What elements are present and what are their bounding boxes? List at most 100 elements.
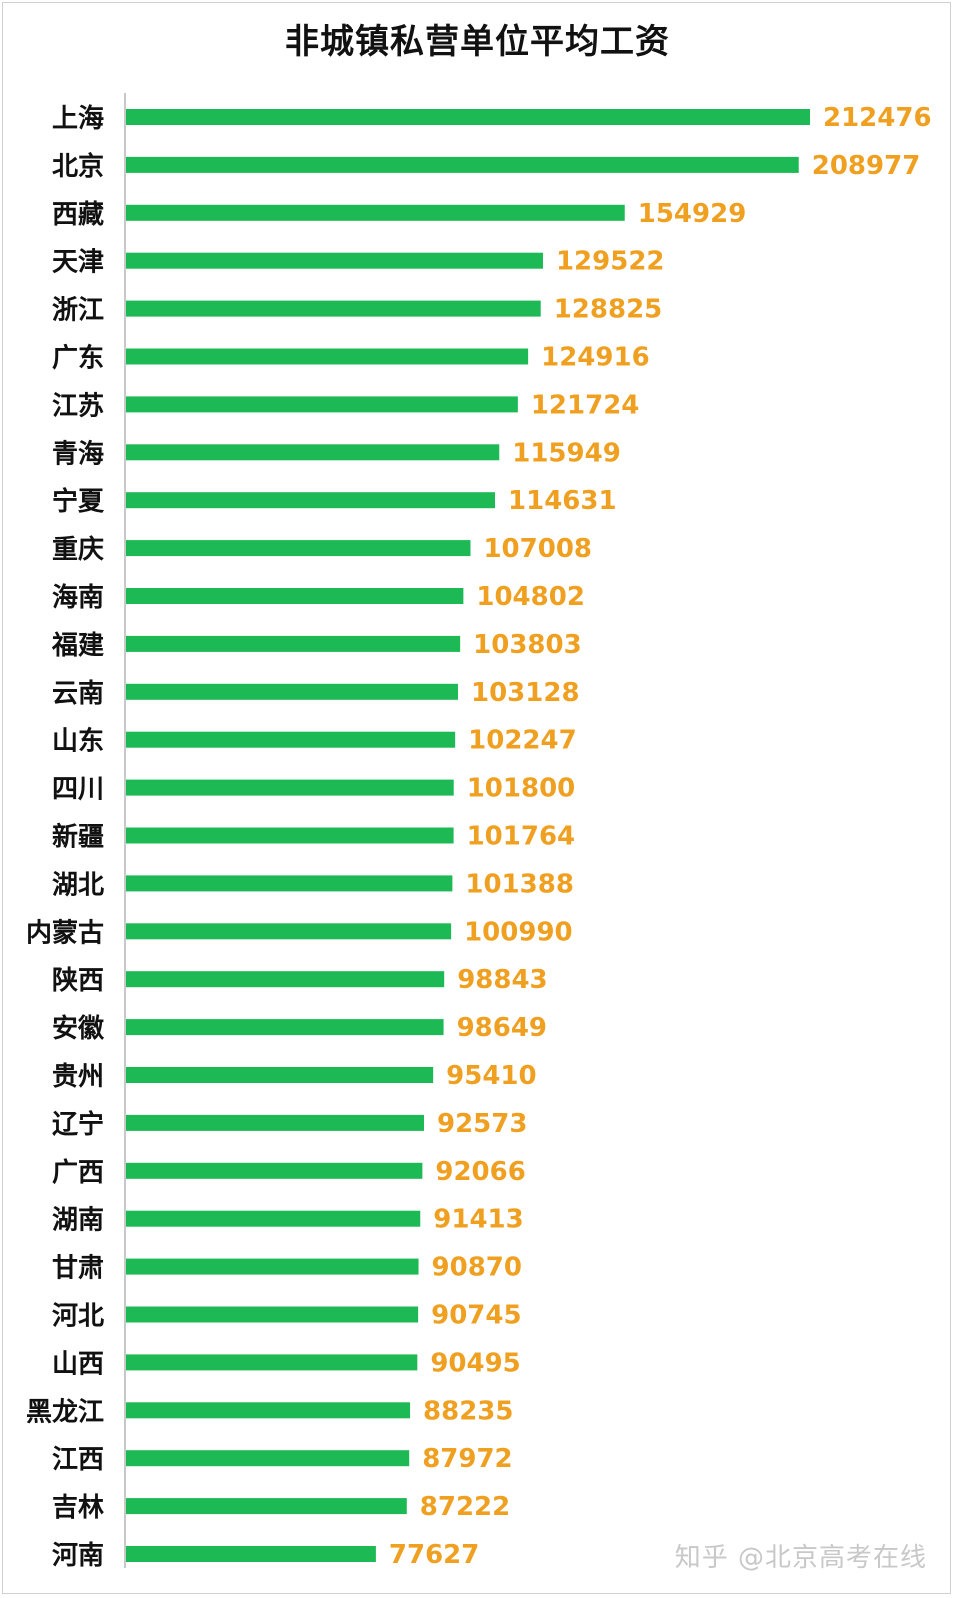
value-label: 115949 <box>512 438 621 468</box>
bar-28 <box>126 1450 410 1467</box>
category-label: 广东 <box>52 343 104 374</box>
bar-19 <box>126 1019 444 1036</box>
bar-0 <box>126 109 810 125</box>
value-label: 101388 <box>465 869 574 899</box>
category-label: 湖南 <box>52 1206 104 1236</box>
bar-20 <box>126 1067 434 1083</box>
category-label: 重庆 <box>52 534 104 565</box>
value-label: 154929 <box>638 199 747 229</box>
bar-7 <box>126 444 500 461</box>
value-label: 128825 <box>554 295 663 325</box>
value-label: 102247 <box>468 726 577 756</box>
category-label: 黑龙江 <box>26 1397 104 1427</box>
bar-9 <box>126 540 471 557</box>
value-label: 87222 <box>420 1492 510 1522</box>
category-label: 浙江 <box>52 296 104 326</box>
bar-2 <box>126 204 625 221</box>
category-label: 云南 <box>52 679 104 709</box>
bar-1 <box>126 156 799 173</box>
bar-29 <box>126 1498 407 1515</box>
value-labels: 212476 208977 154929 129522 128825 124916 1217… <box>389 103 932 1570</box>
value-label: 103128 <box>471 678 580 708</box>
bar-24 <box>126 1258 419 1275</box>
category-label: 北京 <box>52 151 104 182</box>
value-label: 212476 <box>823 103 932 133</box>
bar-6 <box>126 396 518 413</box>
category-label: 上海 <box>52 104 104 134</box>
value-label: 103803 <box>473 630 582 660</box>
category-label: 吉林 <box>52 1493 104 1523</box>
category-label: 河南 <box>52 1541 104 1571</box>
value-label: 121724 <box>531 390 640 420</box>
value-label: 77627 <box>389 1540 479 1570</box>
bar-12 <box>126 683 458 700</box>
category-label: 河北 <box>52 1302 104 1332</box>
value-label: 91413 <box>433 1205 523 1235</box>
category-label: 西藏 <box>52 200 104 230</box>
category-label: 四川 <box>52 775 104 805</box>
value-label: 129522 <box>556 247 665 277</box>
bar-18 <box>126 971 445 988</box>
category-label: 广西 <box>52 1158 104 1188</box>
bar-15 <box>126 827 454 844</box>
value-label: 90745 <box>431 1301 521 1331</box>
bar-8 <box>126 492 496 509</box>
value-label: 104802 <box>476 582 585 612</box>
value-label: 90870 <box>432 1253 522 1283</box>
value-label: 107008 <box>483 534 592 564</box>
category-label: 陕西 <box>52 966 104 996</box>
bar-22 <box>126 1162 423 1179</box>
category-label: 宁夏 <box>52 486 105 517</box>
bar-10 <box>126 588 464 604</box>
bar-3 <box>126 252 543 269</box>
category-label: 江苏 <box>52 391 104 421</box>
category-label: 辽宁 <box>52 1109 104 1140</box>
bars-group <box>126 109 810 1562</box>
category-label: 江西 <box>52 1445 104 1475</box>
bar-23 <box>126 1210 421 1227</box>
value-label: 92573 <box>437 1109 527 1139</box>
watermark: 知乎 @北京高考在线 <box>674 1543 927 1573</box>
bar-16 <box>126 875 453 892</box>
category-label: 山西 <box>52 1349 104 1379</box>
bar-30 <box>126 1546 376 1562</box>
value-label: 98843 <box>457 965 547 995</box>
value-label: 101764 <box>467 822 576 852</box>
category-labels: 上海北京西藏天津浙江广东江苏青海宁夏重庆海南福建云南山东四川新疆湖北内蒙古陕西安… <box>26 104 105 1571</box>
bar-26 <box>126 1354 418 1371</box>
bar-5 <box>126 348 529 365</box>
category-label: 贵州 <box>52 1062 104 1092</box>
value-label: 90495 <box>430 1348 520 1378</box>
value-label: 98649 <box>457 1013 547 1043</box>
value-label: 208977 <box>812 151 921 181</box>
value-label: 92066 <box>435 1157 525 1187</box>
bar-11 <box>126 635 461 652</box>
category-label: 天津 <box>52 248 104 278</box>
category-label: 海南 <box>52 583 104 613</box>
bar-21 <box>126 1114 425 1131</box>
bar-17 <box>126 923 452 940</box>
value-label: 101800 <box>467 774 576 804</box>
category-label: 青海 <box>52 439 104 469</box>
bar-14 <box>126 779 454 796</box>
bar-4 <box>126 300 541 317</box>
category-label: 山东 <box>52 726 104 757</box>
bar-27 <box>126 1402 411 1419</box>
value-label: 95410 <box>446 1061 536 1091</box>
bar-25 <box>126 1306 419 1323</box>
value-label: 87972 <box>422 1444 512 1474</box>
chart-title: 非城镇私营单位平均工资 <box>285 22 670 62</box>
category-label: 湖北 <box>52 870 104 900</box>
category-label: 甘肃 <box>52 1254 104 1284</box>
value-label: 114631 <box>508 486 617 516</box>
category-label: 新疆 <box>52 822 104 853</box>
value-label: 124916 <box>541 343 650 373</box>
value-label: 88235 <box>423 1396 513 1426</box>
category-label: 福建 <box>51 631 104 661</box>
value-label: 100990 <box>464 917 573 947</box>
bar-13 <box>126 731 456 748</box>
category-label: 安徽 <box>52 1014 105 1044</box>
category-label: 内蒙古 <box>26 918 104 948</box>
